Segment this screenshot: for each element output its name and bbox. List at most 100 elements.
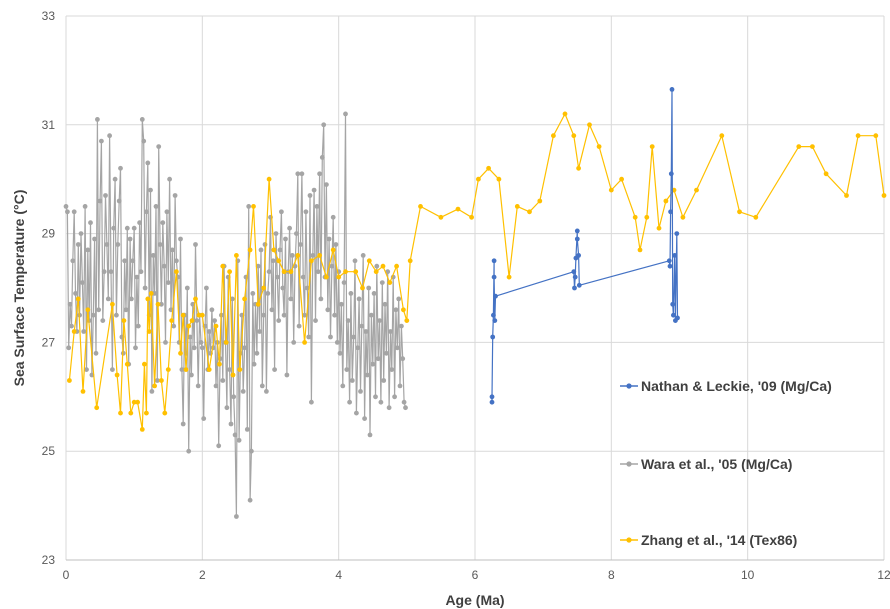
data-point <box>363 329 369 334</box>
data-point <box>281 269 287 275</box>
data-point <box>244 427 250 432</box>
data-point <box>386 405 392 411</box>
data-point <box>496 176 502 182</box>
data-point <box>334 340 340 345</box>
data-point <box>551 133 556 139</box>
data-point <box>141 138 147 144</box>
data-point <box>198 340 204 345</box>
data-point <box>370 361 376 367</box>
legend-label: Wara et al., '05 (Mg/Ca) <box>641 456 792 472</box>
data-point <box>340 383 346 389</box>
data-point <box>146 329 152 334</box>
data-point <box>157 242 163 247</box>
data-point <box>80 389 86 394</box>
data-point <box>392 394 397 400</box>
data-point <box>230 372 236 378</box>
data-point <box>206 329 212 334</box>
data-point <box>571 269 577 275</box>
data-point <box>367 432 373 438</box>
data-point <box>326 236 332 242</box>
y-tick-label: 31 <box>42 118 56 132</box>
legend-item: Nathan & Leckie, '09 (Mg/Ca) <box>620 378 832 394</box>
data-point <box>576 253 581 258</box>
data-point <box>333 242 339 247</box>
data-point <box>138 269 144 275</box>
data-point <box>274 274 280 280</box>
data-point <box>572 274 578 280</box>
data-point <box>373 269 379 275</box>
data-point <box>352 258 358 264</box>
data-point <box>844 193 849 198</box>
data-point <box>632 214 638 220</box>
data-point <box>196 312 202 318</box>
data-point <box>149 389 155 394</box>
data-point <box>455 206 461 212</box>
data-point <box>343 111 348 117</box>
data-point <box>489 394 495 400</box>
data-point <box>491 274 497 280</box>
data-point <box>148 187 153 193</box>
data-point <box>97 198 103 204</box>
data-point <box>85 247 91 253</box>
data-point <box>324 182 329 188</box>
data-point <box>128 410 134 416</box>
data-point <box>345 318 351 323</box>
data-point <box>644 214 650 220</box>
data-point <box>373 394 378 400</box>
data-point <box>183 367 189 372</box>
data-point <box>189 318 195 323</box>
data-point <box>295 171 301 177</box>
data-point <box>234 514 239 519</box>
data-point <box>129 296 134 302</box>
data-point <box>209 307 215 313</box>
data-point <box>130 258 136 264</box>
data-point <box>291 340 297 345</box>
data-point <box>396 296 402 302</box>
x-tick-label: 6 <box>472 568 479 582</box>
data-point <box>216 443 222 449</box>
data-point <box>88 220 93 226</box>
data-point <box>674 231 680 237</box>
data-point <box>213 383 219 389</box>
data-point <box>321 122 327 128</box>
data-point <box>280 285 286 291</box>
data-point <box>491 312 496 318</box>
data-point <box>339 301 344 307</box>
data-point <box>364 372 370 378</box>
legend: Nathan & Leckie, '09 (Mg/Ca) Wara et al.,… <box>620 378 832 548</box>
data-point <box>401 307 406 313</box>
data-point <box>144 209 149 215</box>
data-point <box>332 312 337 318</box>
data-point <box>796 144 802 150</box>
data-point <box>719 133 725 139</box>
data-point <box>148 291 154 296</box>
data-point <box>289 253 295 258</box>
data-point <box>237 367 243 372</box>
data-point <box>100 318 106 323</box>
data-point <box>118 165 123 171</box>
data-point <box>486 165 491 171</box>
data-point <box>195 383 201 389</box>
data-point <box>328 334 333 340</box>
data-point <box>360 285 365 291</box>
y-tick-label: 25 <box>42 444 56 458</box>
data-point <box>276 318 282 323</box>
data-point <box>67 378 72 383</box>
data-point <box>186 448 192 454</box>
data-point <box>270 258 276 264</box>
x-tick-labels: 0 2 4 6 8 10 12 <box>63 568 890 582</box>
data-point <box>266 269 272 275</box>
data-point <box>93 350 99 356</box>
data-point <box>220 378 226 383</box>
data-point <box>114 372 120 378</box>
legend-swatch-marker <box>626 461 632 467</box>
data-point <box>110 367 115 372</box>
data-point <box>401 399 407 405</box>
data-point <box>227 269 233 275</box>
data-point <box>284 372 290 378</box>
data-point <box>152 383 158 389</box>
data-point <box>142 361 147 367</box>
data-point <box>656 225 662 231</box>
data-point <box>649 144 655 150</box>
data-point <box>375 356 381 362</box>
